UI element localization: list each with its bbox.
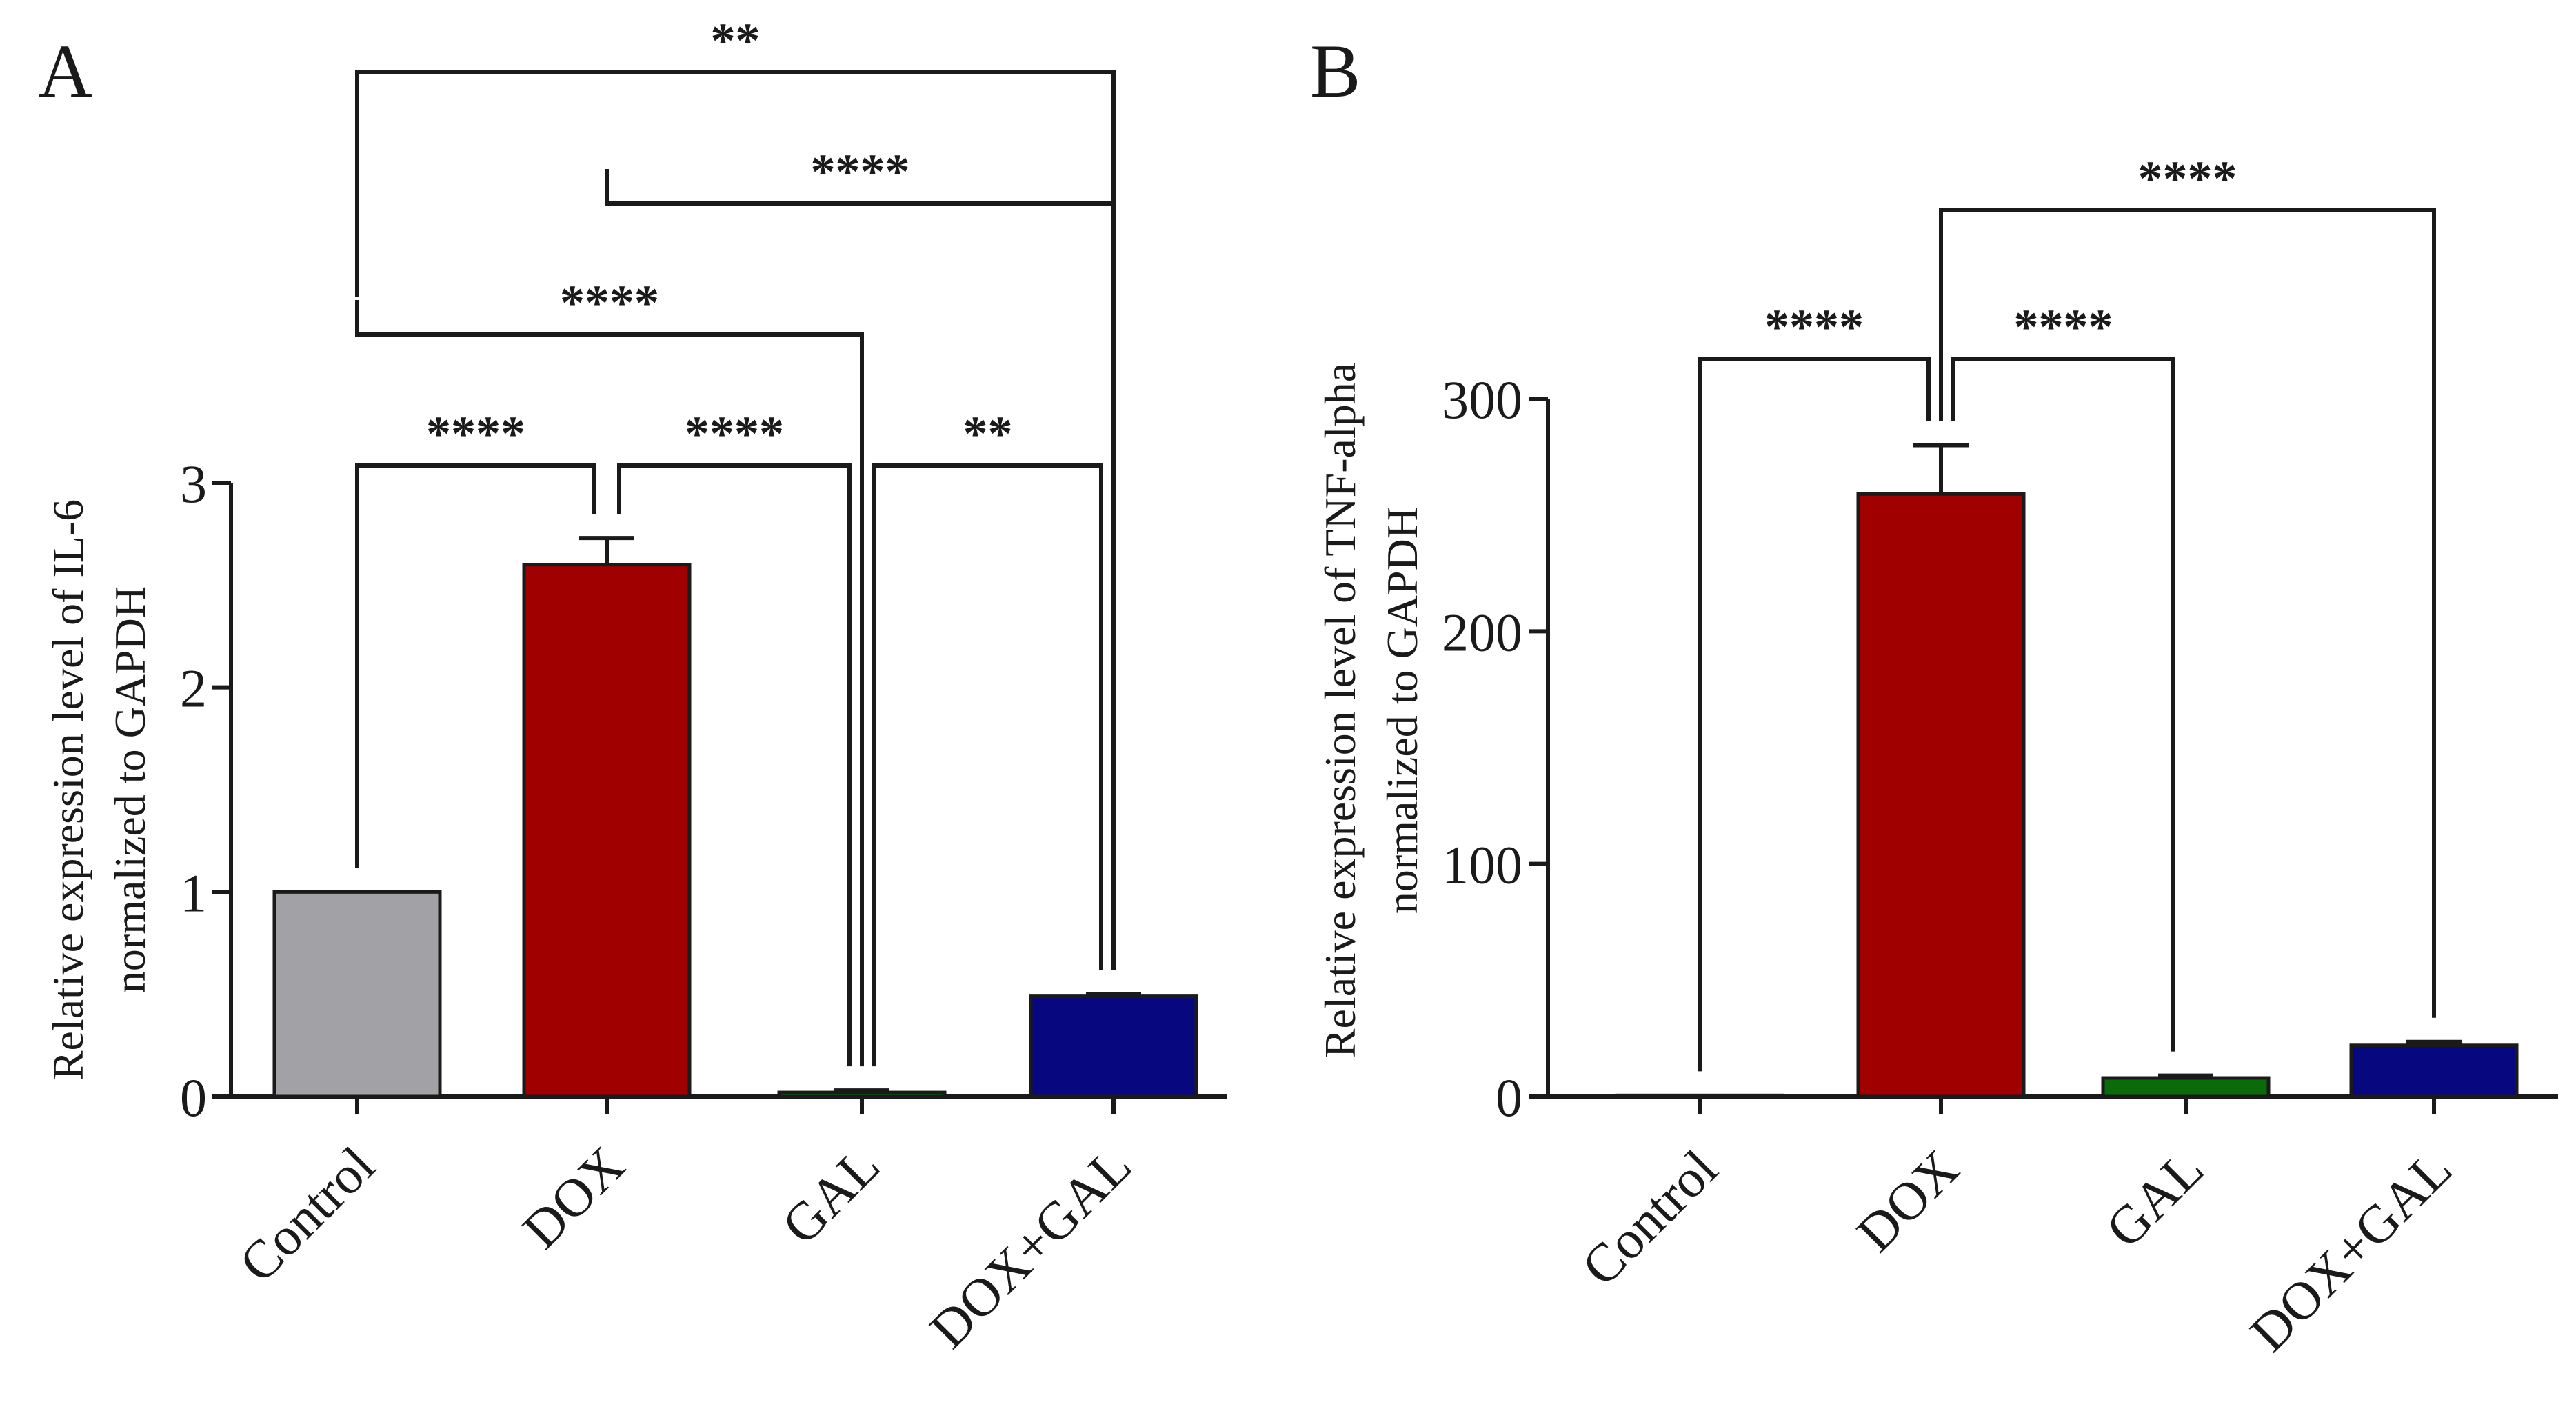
- significance-bracket: [872, 463, 1103, 1067]
- panel-a-chart: A 0 1 2 3 Relative expression level of IL-6 no…: [38, 13, 1227, 1359]
- panel-b-chart: B 0 100 200 300 Relative expression level of …: [1310, 29, 2558, 1363]
- panel-label: B: [1310, 29, 1360, 113]
- y-tick-label: 0: [1496, 1068, 1522, 1128]
- x-category-label: Control: [1570, 1139, 1729, 1297]
- bar-dox-gal: [1029, 994, 1198, 1099]
- bar-control: [272, 890, 442, 1099]
- significance-label: ****: [426, 406, 525, 461]
- x-category-label: Control: [228, 1135, 386, 1294]
- bar-dox-gal: [2349, 1043, 2519, 1099]
- significance-bracket: [1939, 208, 2436, 1018]
- significance-bracket: [355, 463, 596, 868]
- significance-bracket: [355, 70, 1116, 970]
- significance-label: **: [963, 406, 1013, 461]
- y-tick-label: 2: [180, 659, 207, 719]
- y-tick-label: 3: [180, 454, 207, 514]
- significance-label: ****: [560, 275, 659, 330]
- significance-bracket: [1698, 357, 1931, 1072]
- panel-label: A: [38, 29, 92, 113]
- significance-label: ****: [1764, 299, 1864, 354]
- y-tick-label: 100: [1442, 835, 1522, 895]
- y-tick-label: 0: [180, 1068, 207, 1128]
- x-category-label: DOX: [1845, 1139, 1970, 1263]
- significance-label: ****: [811, 144, 910, 199]
- x-category-label: GAL: [770, 1135, 891, 1256]
- x-category-label: GAL: [2094, 1139, 2215, 1259]
- y-tick-label: 1: [180, 863, 207, 923]
- significance-bracket: [355, 300, 864, 1067]
- bar-gal: [2101, 1076, 2271, 1099]
- significance-label: ****: [685, 406, 784, 461]
- x-category-label: DOX: [511, 1135, 636, 1260]
- y-axis-label: normalized to GAPDH: [1378, 507, 1427, 914]
- y-tick-label: 300: [1442, 370, 1522, 430]
- x-category-label: DOX+GAL: [2239, 1139, 2463, 1363]
- significance-bracket: [617, 463, 852, 1067]
- bar-dox: [1856, 492, 2026, 1099]
- bar-control: [1615, 1093, 1784, 1099]
- y-axis-label: Relative expression level of TNF-alpha: [1316, 363, 1365, 1058]
- significance-label: ****: [2138, 151, 2237, 206]
- significance-label: **: [711, 13, 761, 68]
- bar-dox: [522, 563, 692, 1099]
- y-tick-label: 200: [1442, 602, 1522, 662]
- x-category-label: DOX+GAL: [918, 1135, 1143, 1359]
- significance-label: ****: [2014, 299, 2113, 354]
- y-axis-label: normalized to GAPDH: [105, 586, 154, 993]
- y-axis-label: Relative expression level of IL-6: [43, 499, 92, 1080]
- significance-bracket: [1951, 357, 2175, 1052]
- bar-gal: [777, 1090, 947, 1099]
